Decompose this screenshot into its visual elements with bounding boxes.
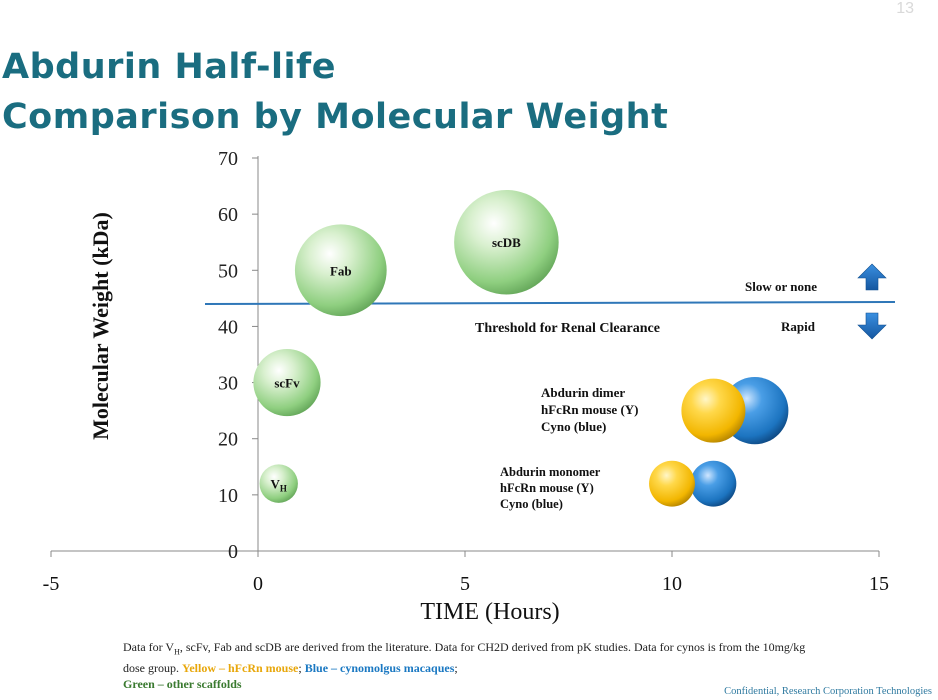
tick-labels: -5 0 5 10 15 0 10 20 30 40 50 60 70 [43, 148, 889, 595]
bubble-yellow [681, 378, 746, 443]
monomer-line-3: Cyno (blue) [500, 497, 563, 511]
threshold-group: Threshold for Renal Clearance Slow or no… [204, 263, 896, 340]
y-axis-label: Molecular Weight (kDa) [88, 212, 113, 440]
bubble [690, 460, 737, 507]
bubble: scFv [253, 348, 321, 417]
slow-or-none-label: Slow or none [745, 279, 817, 294]
bubble [649, 460, 695, 507]
footnote: Data for VH, scFv, Fab and scDB are deri… [123, 639, 813, 692]
y-tick-label: 60 [218, 204, 238, 226]
bubble-chart: -5 0 5 10 15 0 10 20 30 40 50 60 70 TIME (Hours) Mol… [43, 148, 896, 625]
footnote-green-legend: Green – other scaffolds [123, 677, 242, 692]
monomer-line-2: hFcRn mouse (Y) [500, 481, 594, 495]
footnote-blue-legend: Blue – cynomolgus macaques [304, 661, 455, 676]
y-tick-label: 70 [218, 148, 238, 170]
y-tick-label: 20 [218, 429, 238, 451]
bubble: VH [259, 464, 298, 503]
bubble-label: scDB [492, 235, 521, 250]
monomer-annotation: Abdurin monomer hFcRn mouse (Y) Cyno (bl… [500, 465, 603, 511]
title-line-2: Comparison by Molecular Weight [2, 97, 669, 137]
x-tick-label: 10 [662, 573, 682, 595]
footnote-vh-subscript: H [174, 647, 180, 657]
x-tick-label: 0 [253, 573, 263, 595]
bubble-green [253, 348, 321, 417]
bubble-yellow [649, 460, 695, 507]
bubble-label: Fab [330, 263, 352, 278]
slide-number: 13 [896, 0, 914, 17]
footnote-part-1: Data for V [123, 640, 175, 654]
bubbles: VH scFv Fab scDB [253, 189, 789, 507]
slide-title: Abdurin Half-life Comparison by Molecula… [2, 42, 668, 142]
bubble-green [259, 464, 298, 503]
y-tick-label: 50 [218, 260, 238, 282]
y-tick-label: 40 [218, 316, 238, 338]
bubble-green [294, 224, 387, 317]
footnote-sep-2: ; [454, 661, 458, 676]
monomer-line-1: Abdurin monomer [500, 465, 601, 479]
y-tick-label: 30 [218, 373, 238, 395]
footnote-sep-1: ; [298, 661, 305, 676]
confidential-notice: Confidential, Research Corporation Techn… [724, 686, 932, 697]
bubble-blue [690, 460, 737, 507]
bubble: Fab [294, 224, 387, 317]
y-tick-label: 0 [228, 541, 238, 563]
bubble-green [454, 189, 559, 295]
dimer-line-1: Abdurin dimer [541, 385, 625, 400]
footnote-part-2: , scFv, Fab and scDB are derived from th… [123, 640, 806, 676]
annotations: Abdurin dimer hFcRn mouse (Y) Cyno (blue… [500, 385, 642, 511]
bubble-label: scFv [274, 376, 300, 391]
x-tick-label: 5 [460, 573, 470, 595]
x-tick-label: -5 [43, 573, 60, 595]
rapid-label: Rapid [781, 319, 816, 334]
x-axis-label: TIME (Hours) [420, 599, 559, 625]
bubble [681, 378, 746, 443]
title-line-1: Abdurin Half-life [2, 47, 336, 87]
y-tick-label: 10 [218, 485, 238, 507]
dimer-annotation: Abdurin dimer hFcRn mouse (Y) Cyno (blue… [541, 385, 642, 434]
arrow-down-icon [857, 312, 887, 340]
threshold-label: Threshold for Renal Clearance [475, 321, 660, 336]
dimer-line-2: hFcRn mouse (Y) [541, 402, 639, 417]
x-tick-label: 15 [869, 573, 889, 595]
dimer-line-3: Cyno (blue) [541, 419, 606, 434]
arrow-up-icon [857, 263, 887, 291]
bubble-label-subscript: H [280, 484, 287, 494]
bubble: scDB [454, 189, 559, 295]
footnote-yellow-legend: Yellow – hFcRn mouse [182, 661, 299, 676]
